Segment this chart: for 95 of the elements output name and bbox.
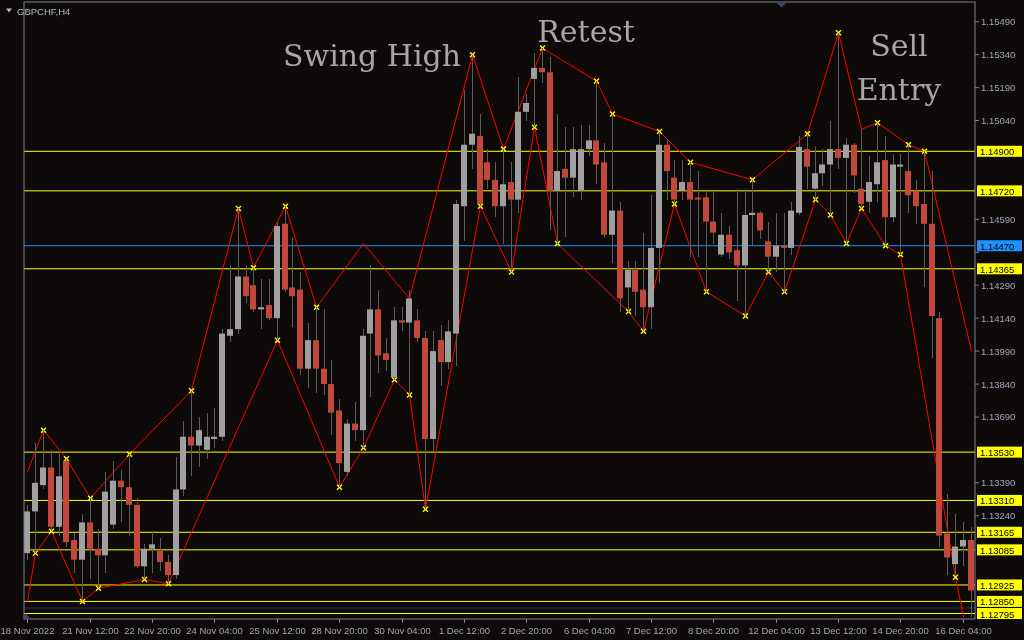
candlestick xyxy=(71,532,77,574)
candlestick xyxy=(258,278,264,330)
candlestick xyxy=(523,93,529,122)
y-tick-label: 1.14290 xyxy=(981,279,1016,291)
ref-line-label: 1.13310 xyxy=(980,494,1015,506)
candlestick xyxy=(710,190,716,245)
candlestick xyxy=(749,179,755,247)
y-tick-label: 1.13240 xyxy=(981,510,1016,522)
candlestick xyxy=(157,537,163,572)
candlestick xyxy=(835,32,841,170)
candlestick xyxy=(632,260,638,317)
annotation: Retest xyxy=(537,13,635,49)
x-tick-label: 2 Dec 20:00 xyxy=(500,624,553,636)
x-tick-label: 16 Dec 04:00 xyxy=(935,624,992,636)
y-tick-label: 1.13990 xyxy=(981,345,1016,357)
ref-line-label: 1.12925 xyxy=(980,579,1015,591)
y-tick-label: 1.15340 xyxy=(981,49,1016,61)
candlestick xyxy=(266,278,272,321)
candlestick xyxy=(960,521,966,567)
candlestick xyxy=(913,179,919,225)
candlestick xyxy=(726,225,732,260)
ref-line-label: 1.13530 xyxy=(980,446,1015,458)
candlestick xyxy=(539,47,545,84)
candlestick xyxy=(95,528,101,589)
candlestick xyxy=(352,401,358,442)
ref-line-label: 1.14900 xyxy=(980,145,1015,157)
y-tick-label: 1.15040 xyxy=(981,115,1016,127)
annotation: Swing High xyxy=(282,37,462,73)
candlestick xyxy=(773,212,779,273)
x-tick-label: 13 Dec 12:00 xyxy=(810,624,867,636)
candlestick xyxy=(562,126,568,238)
point xyxy=(952,574,959,581)
x-tick-label: 24 Nov 04:00 xyxy=(186,624,243,636)
candlestick xyxy=(118,469,124,523)
candlestick xyxy=(141,543,147,580)
candlestick xyxy=(757,210,763,240)
x-tick-label: 12 Dec 04:00 xyxy=(748,624,805,636)
annotation: Sell Entry xyxy=(856,27,942,107)
candlestick xyxy=(858,128,864,209)
candlestick xyxy=(165,554,171,585)
x-tick-label: 6 Dec 04:00 xyxy=(563,624,616,636)
candlestick xyxy=(149,530,155,574)
candlestick xyxy=(40,429,46,490)
ref-line-label: 1.12850 xyxy=(980,595,1015,607)
y-tick-label: 1.15490 xyxy=(981,16,1016,28)
y-tick-label: 1.14140 xyxy=(981,312,1016,324)
candlestick xyxy=(500,148,506,245)
candlestick xyxy=(874,122,880,203)
ref-line-label: 1.13085 xyxy=(980,544,1015,556)
candlestick xyxy=(804,133,810,190)
candlestick xyxy=(227,264,233,343)
x-tick-label: 25 Nov 12:00 xyxy=(249,624,306,636)
y-tick-label: 1.13840 xyxy=(981,378,1016,390)
x-tick-label: 1 Dec 12:00 xyxy=(438,624,491,636)
candlestick xyxy=(671,159,677,205)
candlestick xyxy=(695,170,701,258)
candlestick xyxy=(734,188,740,302)
candlestick xyxy=(586,124,592,157)
ref-line-label: 1.14720 xyxy=(980,185,1015,197)
chart-title: GBPCHF,H4 xyxy=(17,5,71,16)
ref-line-label: 1.14365 xyxy=(980,263,1015,275)
candlestick xyxy=(819,148,825,187)
candlestick xyxy=(321,308,327,396)
y-tick-label: 1.15190 xyxy=(981,82,1016,94)
x-tick-label: 30 Nov 04:00 xyxy=(374,624,431,636)
x-tick-label: 8 Dec 20:00 xyxy=(687,624,740,636)
ref-line-label: 1.14470 xyxy=(980,240,1015,252)
candlestick xyxy=(508,161,514,273)
y-tick-label: 1.14590 xyxy=(981,213,1016,225)
x-tick-label: 14 Dec 20:00 xyxy=(872,624,929,636)
candlestick xyxy=(469,54,475,170)
candlestick xyxy=(399,306,405,332)
candlestick xyxy=(196,416,202,468)
candlestick xyxy=(531,52,537,128)
candlestick xyxy=(438,324,444,387)
candlestick xyxy=(383,337,389,372)
candlestick xyxy=(640,232,646,332)
candlestick xyxy=(679,159,685,201)
ref-line-label: 1.13165 xyxy=(980,526,1015,538)
candlestick xyxy=(827,120,833,216)
candlestick xyxy=(188,390,194,477)
y-tick-label: 1.13390 xyxy=(981,477,1016,489)
x-tick-label: 18 Nov 2022 xyxy=(0,624,55,636)
x-tick-label: 28 Nov 20:00 xyxy=(311,624,368,636)
ref-line-label: 1.12795 xyxy=(980,608,1015,620)
line-series xyxy=(27,126,964,618)
candlestick xyxy=(765,221,771,273)
candlestick xyxy=(866,155,872,214)
x-tick-label: 22 Nov 20:00 xyxy=(124,624,181,636)
y-tick-label: 1.13690 xyxy=(981,411,1016,423)
candlestick xyxy=(414,308,420,343)
x-tick-label: 7 Dec 12:00 xyxy=(625,624,678,636)
candlestick xyxy=(781,212,787,293)
x-tick-label: 21 Nov 12:00 xyxy=(62,624,119,636)
candlestick xyxy=(718,212,724,258)
